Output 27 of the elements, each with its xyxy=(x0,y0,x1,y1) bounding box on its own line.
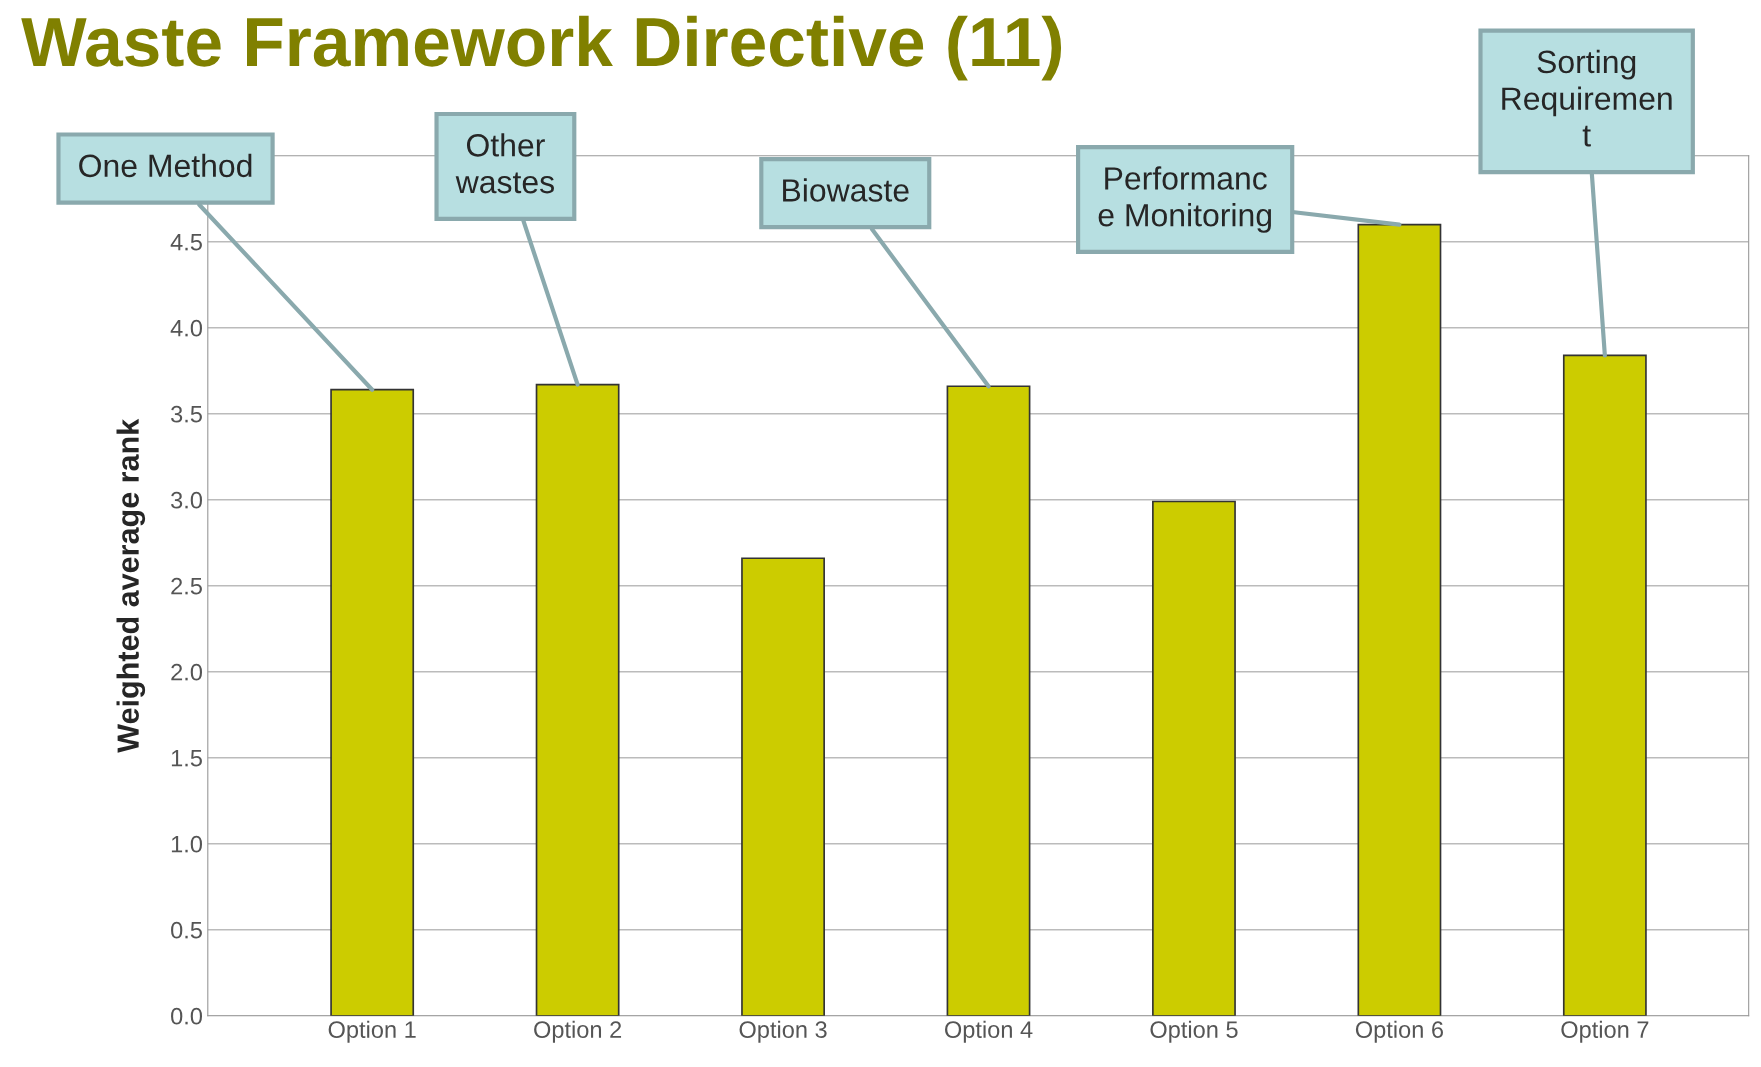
annotation: Other wastes xyxy=(455,133,554,194)
bar xyxy=(741,557,825,1016)
y-tick-label: 4.5 xyxy=(170,234,202,251)
annotation: Performanc e Monitoring xyxy=(1098,166,1271,233)
bar xyxy=(1152,500,1236,1016)
x-tick-label: Option 7 xyxy=(1561,1020,1649,1043)
annotation: Biowaste xyxy=(783,178,909,202)
bar xyxy=(1562,354,1647,1016)
y-tick-label: 0.5 xyxy=(171,921,202,939)
x-tick-label: Option 4 xyxy=(945,1020,1033,1043)
y-tick-label: 1.5 xyxy=(171,750,202,767)
x-tick-label: Option 1 xyxy=(328,1020,416,1043)
annotation: Sorting Requiremen t xyxy=(1502,49,1672,147)
chart-title: Waste Framework Directive (11) xyxy=(21,15,1062,81)
y-tick-label: 2.5 xyxy=(171,577,202,595)
y-tick-label: 1.0 xyxy=(171,835,203,853)
y-tick-label: 3.0 xyxy=(171,491,203,509)
annotation: One Method xyxy=(79,153,252,178)
y-tick-label: 2.0 xyxy=(171,663,203,681)
y-axis-title: Weighted average rank xyxy=(116,418,146,753)
x-tick-label: Option 3 xyxy=(739,1020,827,1043)
x-tick-label: Option 2 xyxy=(534,1020,622,1043)
x-tick-label: Option 6 xyxy=(1355,1020,1443,1043)
x-tick-label: Option 5 xyxy=(1150,1020,1238,1043)
y-tick-label: 4.0 xyxy=(170,319,203,337)
y-tick-label: 0.0 xyxy=(171,1007,203,1025)
y-tick-label: 3.5 xyxy=(171,405,202,423)
